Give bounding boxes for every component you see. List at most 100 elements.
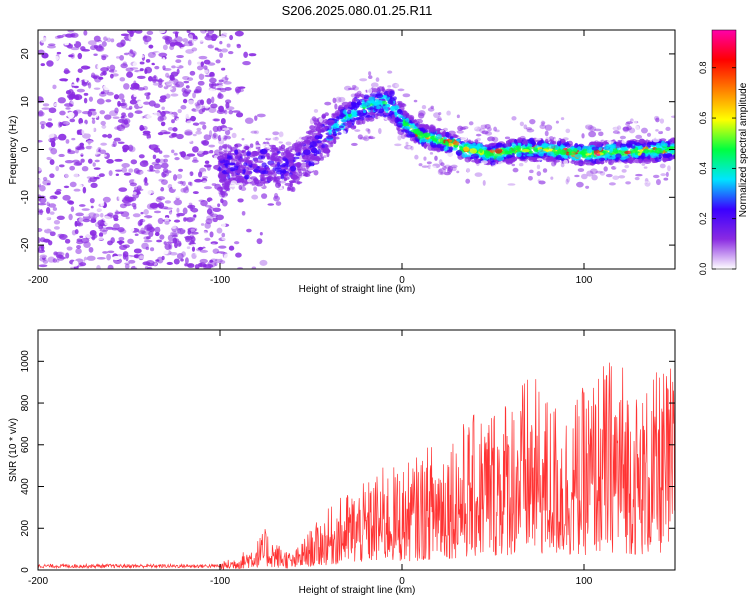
heatmap-cell: [357, 119, 364, 125]
heatmap-cell: [142, 35, 152, 43]
heatmap-cell: [466, 166, 473, 173]
heatmap-cell: [566, 176, 571, 183]
heatmap-cell: [125, 254, 129, 262]
heatmap-cell: [56, 34, 64, 39]
heatmap-cell: [93, 87, 101, 90]
heatmap-cell: [660, 173, 667, 177]
heatmap-cell: [438, 112, 442, 116]
heatmap-cell: [333, 136, 340, 140]
heatmap-cell: [186, 30, 191, 34]
heatmap-cell: [205, 129, 215, 136]
heatmap-cell: [72, 159, 80, 163]
heatmap-cell: [649, 133, 658, 139]
heatmap-cell: [512, 167, 519, 173]
heatmap-cell: [377, 115, 381, 119]
heatmap-cell: [134, 233, 139, 236]
heatmap-cell: [163, 154, 170, 158]
heatmap-cell: [253, 164, 257, 169]
heatmap-cell: [667, 165, 671, 172]
heatmap-cell: [105, 226, 114, 230]
heatmap-cell: [564, 167, 571, 174]
heatmap-cell: [56, 245, 65, 252]
heatmap-cell: [89, 197, 95, 204]
heatmap-cell: [38, 210, 44, 213]
heatmap-cell: [326, 135, 334, 140]
heatmap-cell: [90, 72, 96, 79]
heatmap-cell: [194, 56, 199, 60]
heatmap-cell: [163, 131, 171, 135]
heatmap-cells: [38, 30, 675, 269]
heatmap-cell: [240, 203, 245, 211]
heatmap-cell: [452, 133, 458, 138]
heatmap-cell: [550, 176, 554, 180]
heatmap-cell: [61, 33, 68, 37]
heatmap-cell: [577, 168, 585, 173]
heatmap-cell: [163, 241, 167, 245]
heatmap-cell: [47, 118, 53, 121]
heatmap-cell: [226, 168, 231, 173]
heatmap-cell: [234, 149, 239, 155]
heatmap-cell: [133, 80, 137, 86]
heatmap-cell: [66, 246, 73, 251]
heatmap-cell: [106, 253, 112, 261]
heatmap-cell: [526, 128, 535, 133]
heatmap-cell: [68, 213, 73, 221]
heatmap-cell: [565, 128, 571, 134]
heatmap-cell: [104, 220, 110, 226]
heatmap-cell: [608, 158, 612, 165]
heatmap-cell: [190, 82, 199, 87]
heatmap-cell: [313, 169, 319, 176]
heatmap-cell: [99, 229, 109, 232]
heatmap-cell: [46, 182, 51, 186]
heatmap-cell: [620, 157, 626, 161]
heatmap-cell: [199, 249, 209, 253]
heatmap-cell: [153, 111, 161, 119]
heatmap-cell: [188, 135, 193, 143]
heatmap-cell: [53, 251, 58, 256]
heatmap-cell: [470, 134, 478, 141]
heatmap-cell: [100, 142, 108, 146]
heatmap-cell: [231, 173, 238, 177]
heatmap-cell: [184, 245, 192, 251]
heatmap-cell: [162, 171, 170, 177]
heatmap-cell: [48, 107, 57, 114]
heatmap-cell: [223, 117, 231, 120]
heatmap-cell: [175, 81, 185, 88]
heatmap-cell: [396, 122, 404, 128]
heatmap-cell: [206, 208, 213, 215]
heatmap-cell: [186, 77, 194, 81]
heatmap-cell: [484, 144, 490, 147]
heatmap-cell: [176, 207, 180, 213]
heatmap-cell: [60, 261, 66, 265]
heatmap-cell: [256, 238, 263, 245]
heatmap-cell: [173, 152, 178, 156]
heatmap-cell: [202, 124, 207, 130]
heatmap-cell: [362, 135, 370, 142]
heatmap-cell: [338, 125, 345, 129]
heatmap-cell: [66, 94, 75, 99]
heatmap-cell: [129, 105, 133, 110]
heatmap-cell: [243, 151, 247, 157]
bottom-y-axis: 0 200 400 600 800 1000: [20, 350, 675, 573]
heatmap-cell: [44, 223, 49, 230]
heatmap-cell: [279, 136, 286, 143]
heatmap-cell: [576, 161, 584, 166]
heatmap-cell: [334, 103, 338, 110]
x-tick-label: -200: [28, 576, 48, 587]
heatmap-cell: [204, 34, 214, 41]
heatmap-cell: [608, 182, 616, 186]
heatmap-cell: [288, 180, 296, 184]
heatmap-cell: [127, 112, 134, 118]
heatmap-cell: [46, 249, 53, 255]
heatmap-cell: [606, 147, 610, 151]
heatmap-cell: [262, 143, 270, 147]
heatmap-cell: [156, 256, 164, 264]
heatmap-cell: [176, 173, 183, 179]
heatmap-cell: [616, 131, 621, 135]
heatmap-cell: [612, 175, 620, 180]
heatmap-cell: [415, 138, 420, 142]
heatmap-cell: [137, 71, 144, 76]
heatmap-cell: [321, 115, 326, 119]
heatmap-cell: [237, 170, 244, 174]
heatmap-cell: [87, 40, 97, 46]
